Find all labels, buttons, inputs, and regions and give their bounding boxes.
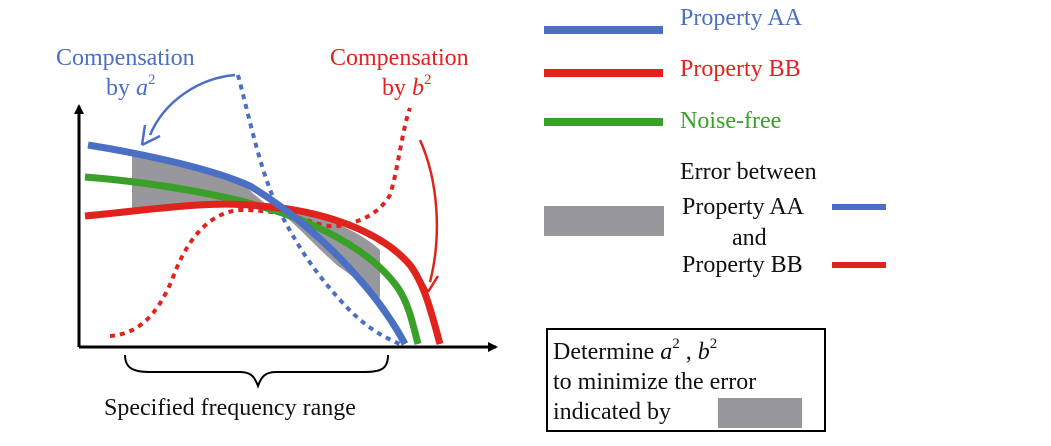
- property-bb-curve: [84, 200, 444, 345]
- compensation-b-exponent: 2: [424, 72, 432, 88]
- compensation-a-label-line2: by a2: [106, 73, 156, 101]
- legend-error-line3: and: [732, 225, 767, 251]
- legend-error-line4: Property BB: [682, 252, 803, 278]
- objective-exp-a: 2: [672, 336, 680, 352]
- objective-var-a: a: [660, 339, 673, 365]
- property-aa-curve: [87, 141, 409, 346]
- compensation-b-variable: b: [412, 75, 424, 101]
- compensation-b-arrowhead: [416, 273, 440, 293]
- legend-error-line2: Property AA: [682, 194, 804, 220]
- objective-line3: indicated by: [553, 399, 671, 425]
- objective-exp-b: 2: [709, 336, 718, 352]
- compensation-b-prefix: by: [382, 75, 412, 101]
- box-error-swatch: [718, 398, 802, 428]
- compensation-a-exponent: 2: [148, 72, 156, 88]
- compensation-b-arrow: [418, 139, 439, 283]
- compensation-a-arrowhead: [140, 124, 161, 147]
- compensation-a-prefix: by: [106, 75, 136, 101]
- noise-free-curve: [84, 173, 422, 345]
- objective-var-b: b: [697, 339, 710, 365]
- compensation-b-label-line2: by b2: [382, 73, 432, 101]
- compensation-a-variable: a: [136, 75, 148, 101]
- legend-error-line1: Error between: [680, 159, 817, 185]
- frequency-range-label: Specified frequency range: [104, 395, 356, 421]
- objective-prefix: Determine: [553, 339, 661, 365]
- objective-separator: ,: [679, 339, 698, 365]
- legend-noise-free-label: Noise-free: [680, 108, 782, 134]
- compensated-bb-dotted-curve: [109, 107, 412, 338]
- legend-property-bb-label: Property BB: [680, 56, 801, 82]
- objective-line1: Determine a2 , b2: [553, 337, 717, 365]
- compensation-a-label-line1: Compensation: [56, 45, 195, 71]
- frequency-range-brace: [124, 354, 389, 389]
- legend-error-swatch: [544, 206, 664, 236]
- compensation-b-label-line1: Compensation: [330, 45, 469, 71]
- compensated-aa-dotted-curve: [236, 74, 401, 346]
- compensation-a-arrow: [148, 73, 236, 136]
- objective-line2: to minimize the error: [553, 369, 757, 395]
- objective-box: [546, 328, 826, 432]
- legend-property-aa-label: Property AA: [680, 5, 802, 31]
